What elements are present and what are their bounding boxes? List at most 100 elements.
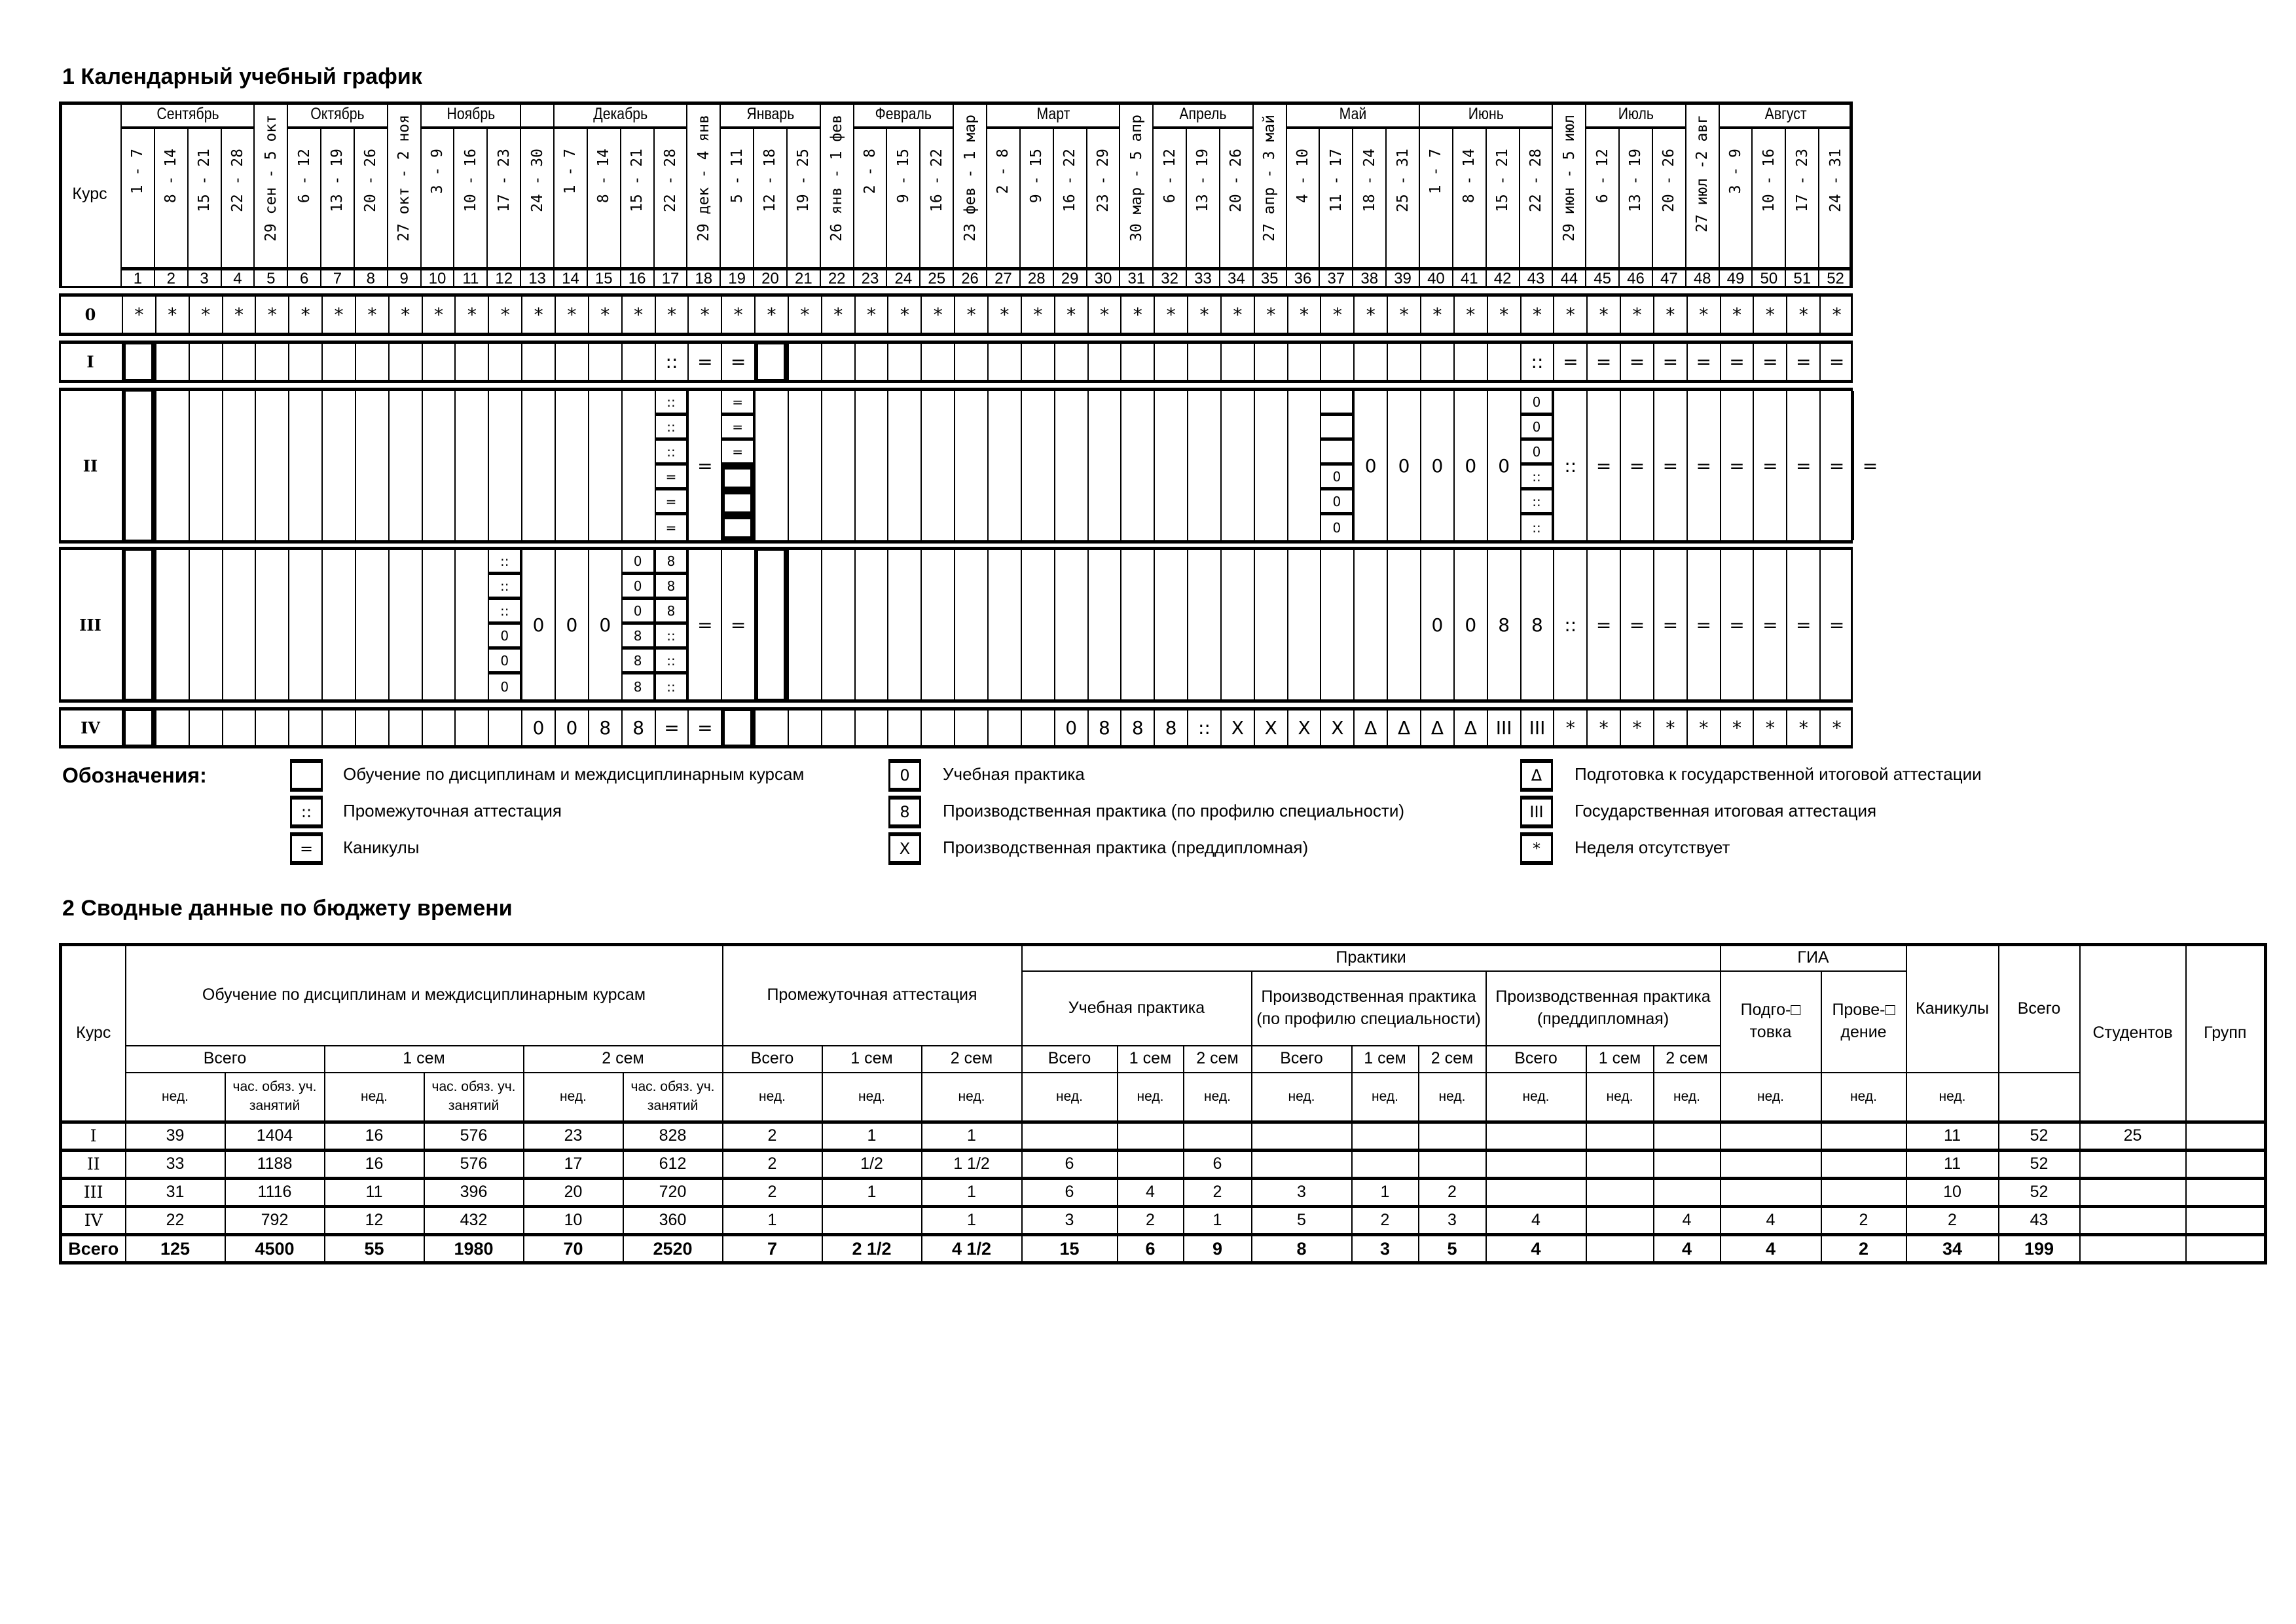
week-cell	[1286, 344, 1321, 380]
week-cell	[1020, 391, 1054, 540]
week-cell: *	[1486, 297, 1520, 333]
week-cell: *	[1020, 297, 1054, 333]
legend-symbol: III	[1520, 796, 1553, 828]
week-number: 4	[221, 268, 255, 288]
value-cell: 1188	[224, 1149, 325, 1179]
week-cell	[1353, 344, 1387, 380]
week-cell	[1020, 710, 1054, 745]
week-cell: *	[1187, 297, 1220, 333]
week-date-range: 3 - 9	[1727, 149, 1745, 194]
week-number: 36	[1286, 268, 1321, 288]
week-dates: 17 - 23	[1786, 129, 1820, 268]
header-edu-all: Всего	[1021, 1044, 1118, 1073]
week-cell	[555, 391, 588, 540]
week-cell	[288, 710, 321, 745]
week-cell	[954, 550, 987, 699]
week-cell	[221, 391, 255, 540]
value-cell: 15	[1021, 1234, 1118, 1264]
legend-symbol: *	[1520, 832, 1553, 865]
week-cell: *	[987, 297, 1021, 333]
legend-symbol: X	[888, 832, 921, 865]
week-dates: 29 дек - 4 янв	[687, 101, 721, 268]
week-cell	[1286, 550, 1321, 699]
week-cell	[1154, 344, 1187, 380]
value-cell: 3	[1417, 1206, 1487, 1236]
value-cell	[1485, 1121, 1587, 1151]
value-cell: 2	[721, 1177, 823, 1208]
week-cell: 0	[587, 550, 621, 699]
value-cell: 1	[920, 1177, 1023, 1208]
month-label: Март	[1036, 104, 1070, 123]
week-cell: 8	[1486, 550, 1520, 699]
course-row-II	[59, 388, 1853, 544]
week-dates: 4 - 10	[1286, 129, 1321, 268]
legend-symbol	[290, 759, 323, 792]
value-cell: 3	[1021, 1206, 1118, 1236]
week-date-range: 20 - 26	[1660, 149, 1678, 212]
week-cell: 0	[1453, 391, 1487, 540]
value-cell: 10	[1905, 1177, 1999, 1208]
value-cell: 4 1/2	[920, 1234, 1023, 1264]
week-date-range: 3 - 9	[429, 149, 446, 194]
week-cell: *	[820, 297, 854, 333]
week-cell: *	[1819, 710, 1853, 745]
week-cell	[887, 391, 920, 540]
week-cell: =	[1853, 391, 1886, 540]
week-cell: 0	[521, 710, 555, 745]
week-number: 20	[754, 268, 788, 288]
value-cell: 576	[423, 1149, 524, 1179]
value-cell: 16	[323, 1149, 425, 1179]
week-cell: *	[1420, 297, 1453, 333]
unit-weeks: нед.	[124, 1071, 226, 1123]
week-date-range: 30 мар - 5 апр	[1127, 115, 1145, 242]
week-cell	[488, 344, 521, 380]
legend-label: Производственная практика (по профилю сп…	[943, 801, 1404, 821]
week-cell	[421, 710, 455, 745]
value-cell: 720	[622, 1177, 723, 1208]
week-cell	[887, 550, 920, 699]
week-cell	[1220, 391, 1254, 540]
week-sub-cell: 8	[621, 674, 655, 699]
week-cell	[1053, 550, 1087, 699]
week-cell	[488, 710, 521, 745]
week-date-range: 20 - 26	[1228, 149, 1245, 212]
week-dates: 18 - 24	[1353, 129, 1387, 268]
week-number: 21	[787, 268, 821, 288]
month-label: Май	[1339, 104, 1367, 123]
value-cell: 4500	[224, 1234, 325, 1264]
week-dates: 15 - 21	[1486, 129, 1520, 268]
week-cell: *	[421, 297, 455, 333]
week-cell: *	[687, 297, 721, 333]
value-cell: 6	[1182, 1149, 1252, 1179]
value-cell: 1	[920, 1206, 1023, 1236]
week-cell	[1120, 391, 1154, 540]
week-cell: 0	[555, 710, 588, 745]
week-cell: =	[721, 344, 754, 380]
week-dates: 3 - 9	[421, 129, 455, 268]
week-number: 10	[421, 268, 455, 288]
week-cell	[1154, 391, 1187, 540]
week-date-range: 22 - 28	[661, 149, 679, 212]
value-cell	[1417, 1121, 1487, 1151]
week-cell	[1220, 344, 1254, 380]
week-dates: 23 фев - 1 мар	[954, 101, 987, 268]
value-cell	[2185, 1206, 2267, 1236]
week-cell	[754, 341, 788, 383]
week-cell	[854, 710, 888, 745]
week-cell: 8	[621, 710, 655, 745]
week-cell: *	[1620, 297, 1653, 333]
week-dates: 10 - 16	[454, 129, 488, 268]
week-cell: ::	[1187, 710, 1220, 745]
week-sub-cell: ::	[1520, 515, 1554, 540]
week-cell	[255, 550, 288, 699]
week-number: 14	[555, 268, 588, 288]
week-cell	[621, 344, 655, 380]
week-cell: =	[1620, 391, 1653, 540]
week-cell	[854, 391, 888, 540]
week-cell: =	[1686, 391, 1720, 540]
value-cell: 2	[1182, 1177, 1252, 1208]
week-cell	[188, 344, 222, 380]
value-cell: 70	[522, 1234, 624, 1264]
month-label: Июнь	[1468, 104, 1504, 123]
week-number: 29	[1053, 268, 1087, 288]
